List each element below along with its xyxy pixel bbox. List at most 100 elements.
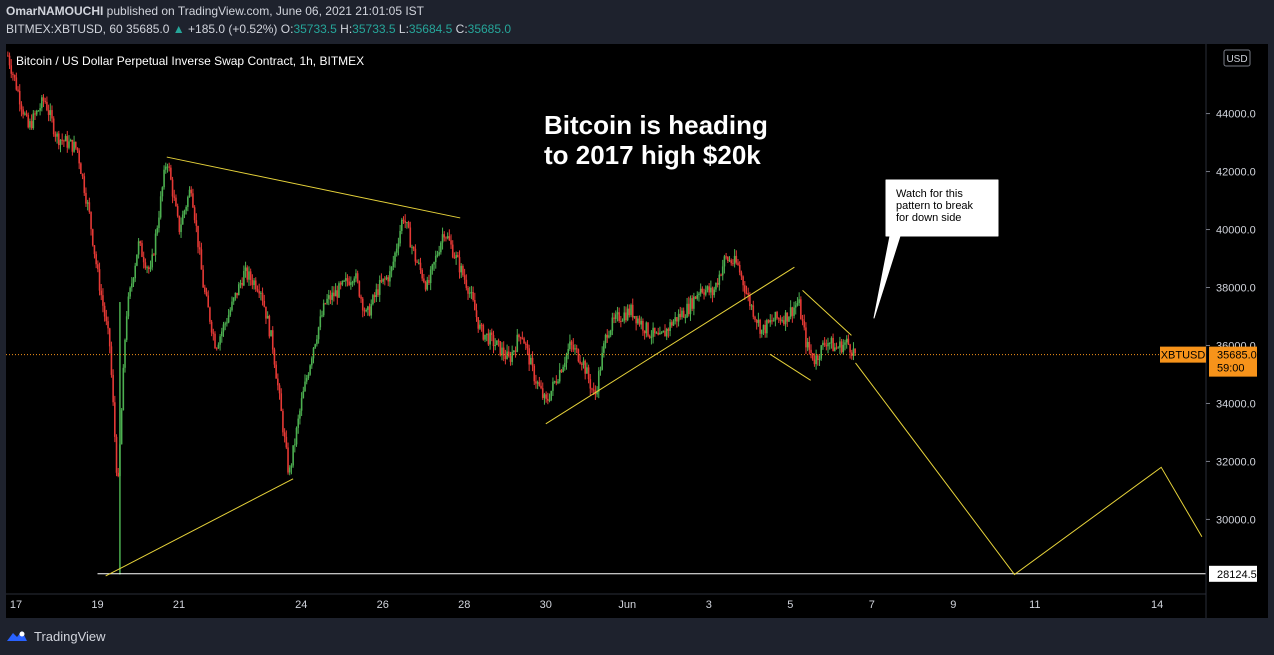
candle-body (793, 307, 795, 316)
candle-body (557, 381, 559, 384)
candle-body (197, 225, 199, 248)
candle-body (806, 341, 809, 348)
candle-body (300, 398, 303, 411)
tradingview-logo[interactable]: TradingView (6, 626, 106, 646)
candle-body (667, 328, 670, 331)
candle-body (618, 312, 620, 322)
candle-body (845, 338, 848, 343)
candle-body (282, 411, 284, 433)
candle-body (158, 217, 160, 228)
candle-body (192, 193, 194, 208)
candle-body (97, 264, 99, 270)
candle-body (783, 320, 785, 325)
candle-body (538, 382, 541, 386)
candle-body (509, 356, 512, 362)
candle-body (224, 323, 227, 325)
candle-body (497, 340, 500, 342)
candle-body (504, 355, 507, 360)
symbol-label[interactable]: BITMEX:XBTUSD, 60 (6, 22, 123, 36)
candle-body (441, 234, 444, 243)
candle-body (669, 322, 671, 331)
candle-body (657, 332, 660, 335)
candle-body (171, 179, 174, 197)
candle-body (558, 370, 561, 382)
candle-body (496, 340, 498, 346)
candle-body (738, 264, 741, 273)
candle-body (411, 246, 413, 248)
candle-body (587, 367, 590, 380)
candle-body (200, 249, 203, 270)
candle-body (550, 390, 553, 400)
candle-body (854, 348, 856, 354)
candle-body (125, 316, 128, 340)
candle-body (147, 267, 150, 270)
candle-body (733, 255, 736, 264)
candle-body (399, 230, 401, 244)
candle-body (283, 432, 286, 437)
candle-body (278, 385, 281, 394)
author-name[interactable]: OmarNAMOUCHI (6, 4, 104, 18)
candle-body (475, 310, 478, 318)
y-tick-label: 34000.0 (1216, 398, 1256, 410)
candle-body (620, 321, 622, 323)
candle-body (30, 121, 33, 129)
candle-body (502, 347, 505, 356)
candle-body (56, 133, 58, 137)
chart-title: Bitcoin / US Dollar Perpetual Inverse Sw… (16, 54, 364, 68)
candle-body (485, 333, 488, 335)
support-price-label: 28124.5 (1217, 569, 1257, 581)
candle-body (521, 338, 524, 340)
candle-body (221, 331, 223, 337)
candle-body (552, 381, 554, 391)
candle-body (311, 358, 313, 366)
candle-body (136, 254, 138, 266)
candle-body (650, 336, 653, 338)
price-chart[interactable]: 30000.032000.034000.036000.038000.040000… (6, 44, 1268, 618)
candle-body (572, 344, 575, 350)
trendline-0 (105, 478, 294, 577)
candle-body (706, 286, 709, 290)
candle-body (434, 255, 437, 263)
candle-body (730, 260, 733, 264)
currency-badge[interactable]: USD (1223, 49, 1251, 67)
candle-body (536, 382, 539, 384)
candle-body (24, 113, 26, 115)
candle-body (682, 310, 685, 318)
candle-body (528, 348, 530, 365)
candle-body (752, 305, 755, 317)
candle-body (76, 147, 79, 151)
candle-body (181, 214, 184, 225)
candle-body (713, 289, 716, 296)
candle-body (548, 399, 551, 401)
candle-body (623, 312, 626, 321)
candle-body (71, 139, 74, 152)
candle-body (52, 118, 55, 135)
candle-body (533, 365, 536, 382)
candle-body (664, 330, 666, 337)
x-tick-label: 30 (540, 599, 552, 611)
candle-body (20, 104, 23, 110)
candle-body (10, 65, 13, 74)
candle-body (175, 197, 177, 207)
candle-body (676, 317, 678, 322)
candle-body (260, 292, 262, 294)
candle-body (735, 255, 738, 263)
candle-body (530, 357, 532, 365)
candle-body (168, 166, 170, 168)
candle-body (392, 261, 395, 268)
candle-body (687, 303, 690, 315)
candle-body (577, 349, 580, 362)
candle-body (760, 329, 763, 334)
candle-body (212, 332, 215, 334)
candle-body (451, 244, 454, 258)
candle-body (115, 436, 118, 473)
chart-area[interactable]: 30000.0 32000.0 34000.0 36000.0 38000.0 40000… (6, 44, 1268, 618)
projection-path (855, 362, 1203, 576)
candle-body (214, 333, 216, 349)
candle-body (402, 219, 405, 221)
candle-body (421, 269, 423, 279)
candle-body (460, 265, 463, 273)
candle-body (159, 196, 162, 218)
candle-body (414, 248, 417, 262)
candle-body (725, 256, 727, 258)
